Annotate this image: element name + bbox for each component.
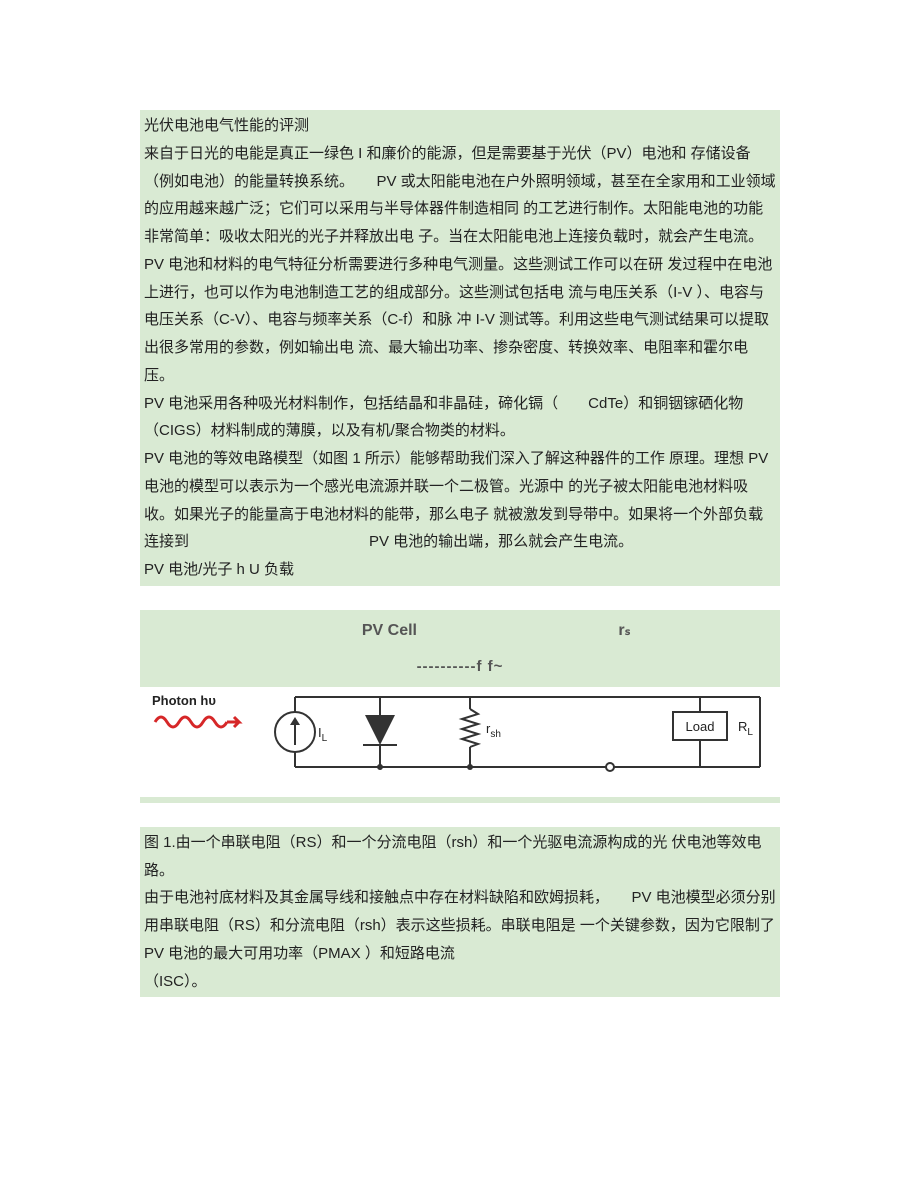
load-label: Load: [686, 719, 715, 734]
photon-label: Photon hυ: [152, 693, 216, 708]
photon-wave-icon: [155, 717, 227, 727]
il-label: IL: [318, 725, 328, 744]
diagram-header: PV Cell rₛ: [140, 610, 780, 648]
caption-3: （ISC）。: [144, 968, 776, 996]
doc-title: 光伏电池电气性能的评测: [144, 112, 776, 140]
paragraph-4: PV 电池的等效电路模型（如图 1 所示）能够帮助我们深入了解这种器件的工作 原…: [144, 445, 776, 556]
current-arrow-icon: [290, 717, 300, 725]
paragraph-2: PV 电池和材料的电气特征分析需要进行多种电气测量。这些测试工作可以在研 发过程…: [144, 251, 776, 390]
rsh-label: rsh: [486, 721, 501, 740]
main-text-block: 光伏电池电气性能的评测 来自于日光的电能是真正一绿色 I 和廉价的能源，但是需要…: [140, 110, 780, 586]
rsh-resistor-icon: [462, 709, 478, 747]
caption-1: 图 1.由一个串联电阻（RS）和一个分流电阻（rsh）和一个光驱电流源构成的光 …: [144, 829, 776, 885]
diagram-header-right: rₛ: [618, 622, 630, 639]
circuit-svg: Photon hυ IL: [140, 687, 780, 787]
diagram-block: PV Cell rₛ ----------f f~ Photon hυ: [140, 610, 780, 803]
paragraph-5: PV 电池/光子 h U 负载: [144, 556, 776, 584]
circuit-diagram: Photon hυ IL: [140, 687, 780, 797]
output-node-icon: [606, 763, 614, 771]
diagram-header-left: PV Cell: [289, 616, 489, 646]
paragraph-3: PV 电池采用各种吸光材料制作，包括结晶和非晶硅，碲化镉（ CdTe）和铜铟镓硒…: [144, 390, 776, 446]
photon-arrow-icon: [227, 717, 239, 727]
rl-label: RL: [738, 719, 753, 738]
diode-icon: [365, 715, 395, 745]
caption-block: 图 1.由一个串联电阻（RS）和一个分流电阻（rsh）和一个光驱电流源构成的光 …: [140, 827, 780, 998]
diagram-subheader: ----------f f~: [140, 647, 780, 683]
caption-2: 由于电池衬底材料及其金属导线和接触点中存在材料缺陷和欧姆损耗， PV 电池模型必…: [144, 884, 776, 967]
paragraph-1: 来自于日光的电能是真正一绿色 I 和廉价的能源，但是需要基于光伏（PV）电池和 …: [144, 140, 776, 251]
